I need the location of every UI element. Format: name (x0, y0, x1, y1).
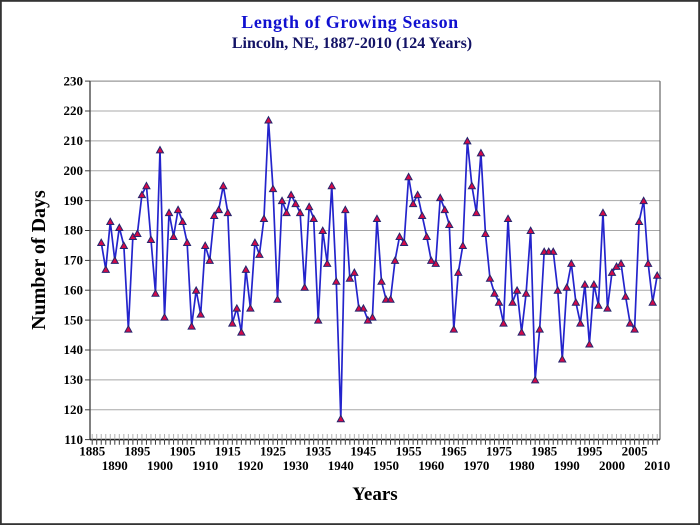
svg-text:230: 230 (64, 73, 84, 88)
svg-text:1910: 1910 (192, 458, 218, 473)
svg-text:1990: 1990 (554, 458, 580, 473)
svg-text:Years: Years (352, 484, 397, 505)
svg-text:140: 140 (64, 342, 84, 357)
svg-text:160: 160 (64, 282, 84, 297)
svg-text:Length of Growing Season: Length of Growing Season (241, 12, 458, 32)
svg-text:1995: 1995 (576, 444, 603, 459)
svg-text:1955: 1955 (396, 444, 423, 459)
svg-text:1960: 1960 (418, 458, 444, 473)
svg-text:130: 130 (64, 372, 84, 387)
svg-text:1940: 1940 (328, 458, 354, 473)
svg-text:2000: 2000 (599, 458, 625, 473)
svg-text:1925: 1925 (260, 444, 287, 459)
svg-text:1915: 1915 (215, 444, 242, 459)
svg-text:1975: 1975 (486, 444, 513, 459)
svg-text:150: 150 (64, 312, 84, 327)
svg-text:2005: 2005 (622, 444, 649, 459)
svg-text:1905: 1905 (170, 444, 197, 459)
svg-text:190: 190 (64, 193, 84, 208)
svg-text:1945: 1945 (350, 444, 377, 459)
svg-text:1895: 1895 (124, 444, 151, 459)
svg-text:Lincoln, NE, 1887-2010 (124 Ye: Lincoln, NE, 1887-2010 (124 Years) (232, 35, 472, 52)
svg-text:1935: 1935 (305, 444, 332, 459)
svg-text:1900: 1900 (147, 458, 173, 473)
svg-text:110: 110 (64, 432, 83, 447)
svg-text:220: 220 (64, 103, 84, 118)
svg-text:1980: 1980 (509, 458, 535, 473)
svg-text:Number of Days: Number of Days (28, 190, 50, 330)
svg-text:1885: 1885 (79, 444, 106, 459)
svg-text:1985: 1985 (531, 444, 558, 459)
svg-text:200: 200 (64, 163, 84, 178)
svg-text:2010: 2010 (644, 458, 670, 473)
svg-text:210: 210 (64, 133, 84, 148)
svg-text:1970: 1970 (463, 458, 489, 473)
svg-text:120: 120 (64, 402, 84, 417)
svg-text:170: 170 (64, 253, 84, 268)
svg-text:1965: 1965 (441, 444, 468, 459)
svg-text:1890: 1890 (102, 458, 128, 473)
svg-text:1920: 1920 (237, 458, 263, 473)
svg-text:180: 180 (64, 223, 84, 238)
svg-text:1930: 1930 (283, 458, 309, 473)
svg-text:1950: 1950 (373, 458, 399, 473)
